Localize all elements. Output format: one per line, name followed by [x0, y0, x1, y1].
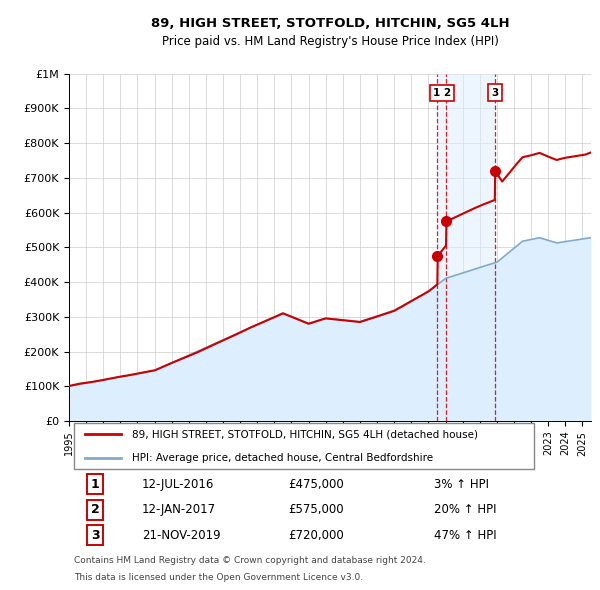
Bar [437, 74, 495, 421]
Text: £720,000: £720,000 [288, 529, 344, 542]
Text: 20% ↑ HPI: 20% ↑ HPI [434, 503, 497, 516]
Text: 1 2: 1 2 [433, 88, 451, 98]
Text: 12-JAN-2017: 12-JAN-2017 [142, 503, 216, 516]
Text: 3: 3 [491, 88, 499, 98]
Text: 3% ↑ HPI: 3% ↑ HPI [434, 478, 490, 491]
Text: 3: 3 [91, 529, 100, 542]
Text: £475,000: £475,000 [288, 478, 344, 491]
Text: 89, HIGH STREET, STOTFOLD, HITCHIN, SG5 4LH (detached house): 89, HIGH STREET, STOTFOLD, HITCHIN, SG5 … [131, 430, 478, 440]
Text: 12-JUL-2016: 12-JUL-2016 [142, 478, 214, 491]
Text: HPI: Average price, detached house, Central Bedfordshire: HPI: Average price, detached house, Cent… [131, 453, 433, 463]
Text: £575,000: £575,000 [288, 503, 344, 516]
Text: 21-NOV-2019: 21-NOV-2019 [142, 529, 221, 542]
Text: This data is licensed under the Open Government Licence v3.0.: This data is licensed under the Open Gov… [74, 572, 364, 582]
Text: 1: 1 [91, 478, 100, 491]
Text: 47% ↑ HPI: 47% ↑ HPI [434, 529, 497, 542]
Text: 89, HIGH STREET, STOTFOLD, HITCHIN, SG5 4LH: 89, HIGH STREET, STOTFOLD, HITCHIN, SG5 … [151, 17, 509, 30]
FancyBboxPatch shape [74, 423, 533, 469]
Text: Contains HM Land Registry data © Crown copyright and database right 2024.: Contains HM Land Registry data © Crown c… [74, 556, 426, 565]
Text: Price paid vs. HM Land Registry's House Price Index (HPI): Price paid vs. HM Land Registry's House … [161, 35, 499, 48]
Text: 2: 2 [91, 503, 100, 516]
